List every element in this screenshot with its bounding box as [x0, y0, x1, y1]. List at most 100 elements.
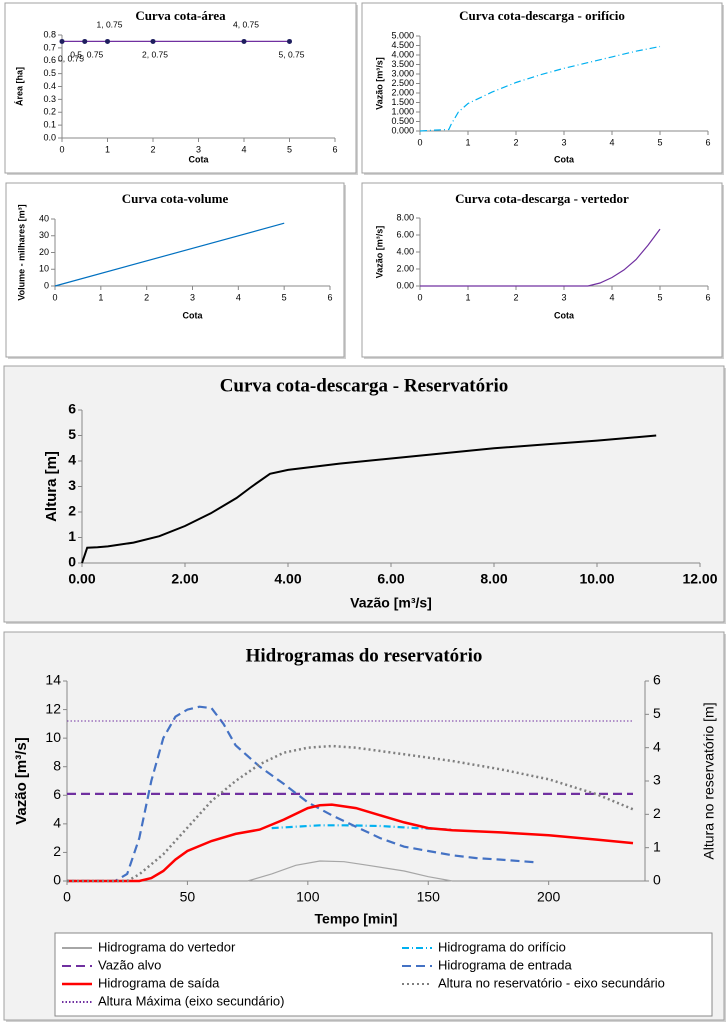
series-line [81, 434, 657, 564]
y-tick-label: 1.500 [391, 97, 414, 107]
x-tick-label: 10.00 [579, 570, 614, 586]
legend-label: Hidrograma de saída [98, 975, 220, 990]
x-tick-label: 0 [63, 888, 71, 904]
y-tick-label: 2.00 [396, 263, 414, 273]
y-tick-label: 0.2 [43, 107, 56, 117]
data-label: 0, 0.75 [58, 54, 84, 64]
x-tick-label: 6 [705, 137, 710, 147]
y-axis-label: Vazão [m³/s] [374, 226, 384, 279]
series-line [67, 705, 537, 883]
x-tick-label: 1 [105, 144, 110, 154]
y-tick-label: 12 [45, 700, 61, 716]
y-axis-label: Altura [m] [43, 451, 60, 522]
x-tick-label: 1 [465, 137, 470, 147]
y-axis-label: Vazão [m³/s] [13, 737, 30, 825]
x-tick-label: 2.00 [171, 570, 198, 586]
legend-box [54, 932, 713, 1017]
chart-title: Curva cota-volume [122, 191, 229, 206]
data-label: 0.5, 0.75 [70, 50, 103, 60]
x-tick-label: 3 [196, 144, 201, 154]
x-tick-label: 4 [609, 137, 614, 147]
x-tick-label: 3 [561, 137, 566, 147]
series-line [419, 45, 661, 132]
marker [82, 38, 88, 44]
y-tick-label: 30 [39, 230, 49, 240]
series-line [67, 803, 634, 883]
y-tick-label: 0.3 [43, 94, 56, 104]
x-tick-label: 6 [705, 292, 710, 302]
y-tick-label: 2 [53, 843, 61, 859]
x-tick-label: 5 [282, 292, 287, 302]
y-axis-label: Área [ha] [14, 67, 24, 106]
y-tick-label: 10 [45, 729, 61, 745]
chart-panel [361, 182, 723, 358]
legend-label: Altura Máxima (eixo secundário) [98, 993, 284, 1008]
legend-label: Vazão alvo [98, 957, 161, 972]
chart-panel [4, 2, 357, 174]
y-tick-label: 3.000 [391, 68, 414, 78]
y-tick-label: 20 [39, 247, 49, 257]
x-tick-label: 2 [513, 292, 518, 302]
x-tick-label: 3 [561, 292, 566, 302]
y-tick-label: 1.000 [391, 106, 414, 116]
x-tick-label: 5 [657, 137, 662, 147]
y-tick-label: 1 [68, 528, 76, 544]
y-tick-label: 0 [44, 280, 49, 290]
chart-panel [361, 2, 723, 174]
y2-tick-label: 4 [653, 738, 661, 754]
x-tick-label: 6 [332, 144, 337, 154]
x-tick-label: 12.00 [682, 570, 717, 586]
x-tick-label: 4.00 [274, 570, 301, 586]
y-tick-label: 0.7 [43, 42, 56, 52]
marker [241, 38, 247, 44]
legend-label: Hidrograma do vertedor [98, 939, 236, 954]
x-tick-label: 0 [417, 137, 422, 147]
y2-axis-label: Altura no reservatório [m] [701, 702, 717, 859]
chart-title: Curva cota-descarga - Reservatório [220, 375, 509, 396]
x-tick-label: 5 [287, 144, 292, 154]
legend-label: Altura no reservatório - eixo secundário [438, 975, 665, 990]
marker [287, 38, 292, 44]
y-tick-label: 8.00 [396, 212, 414, 222]
x-tick-label: 2 [150, 144, 155, 154]
y2-tick-label: 3 [653, 772, 661, 788]
y-tick-label: 4.000 [391, 49, 414, 59]
y-axis-label: Vazão [m³/s] [374, 57, 384, 110]
marker [59, 38, 65, 44]
y2-tick-label: 2 [653, 805, 661, 821]
x-tick-label: 8.00 [480, 570, 507, 586]
y-tick-label: 4.500 [391, 40, 414, 50]
x-tick-label: 0 [59, 144, 64, 154]
y-tick-label: 0.0 [43, 132, 56, 142]
y2-tick-label: 5 [653, 705, 661, 721]
y-tick-label: 4.00 [396, 246, 414, 256]
x-tick-label: 0 [417, 292, 422, 302]
series-line [247, 860, 453, 882]
y-tick-label: 4 [53, 815, 61, 831]
y-tick-label: 0 [68, 554, 76, 570]
y-tick-label: 6 [53, 786, 61, 802]
y-tick-label: 0.500 [391, 116, 414, 126]
y-tick-label: 0.000 [391, 125, 414, 135]
x-tick-label: 2 [144, 292, 149, 302]
series-line [54, 222, 285, 287]
x-axis-label: Vazão [m³/s] [350, 595, 432, 611]
y-tick-label: 14 [45, 672, 61, 688]
y-tick-label: 2.000 [391, 87, 414, 97]
y2-tick-label: 0 [653, 872, 661, 888]
y-tick-label: 0 [53, 872, 61, 888]
y-tick-label: 5 [68, 426, 76, 442]
x-tick-label: 6 [327, 292, 332, 302]
x-axis-label: Cota [554, 154, 575, 164]
chart-title: Curva cota-descarga - orifício [459, 8, 625, 23]
x-tick-label: 200 [537, 888, 561, 904]
y-tick-label: 40 [39, 213, 49, 223]
y-tick-label: 10 [39, 264, 49, 274]
series-line [420, 228, 661, 287]
legend-label: Hidrograma de entrada [438, 957, 572, 972]
x-tick-label: 150 [417, 888, 441, 904]
data-label: 5, 0.75 [279, 50, 305, 60]
y-tick-label: 0.00 [396, 280, 414, 290]
series-line [67, 744, 634, 883]
